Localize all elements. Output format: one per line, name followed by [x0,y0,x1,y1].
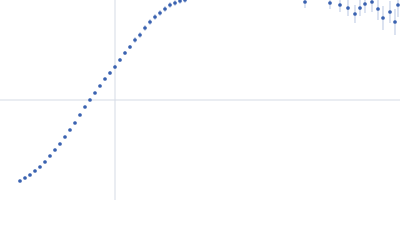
point [370,0,374,4]
point [103,77,107,81]
point [28,173,32,177]
point [376,7,380,11]
point [381,16,385,20]
point [88,98,92,102]
point [396,3,400,7]
point [113,65,117,69]
point [393,20,397,24]
point [33,169,37,173]
point [173,1,177,5]
point [128,45,132,49]
point [388,10,392,14]
point [358,6,362,10]
point [363,2,367,6]
point [78,113,82,117]
point [303,0,307,4]
point [53,148,57,152]
point [68,128,72,132]
point [63,135,67,139]
point [98,84,102,88]
point [118,58,122,62]
point [48,154,52,158]
point [183,0,187,2]
point [346,6,350,10]
chart [0,0,400,200]
point [23,176,27,180]
point [58,142,62,146]
point [168,3,172,7]
point [83,105,87,109]
point [153,15,157,19]
point [38,165,42,169]
point [133,38,137,42]
point [353,12,357,16]
point [73,121,77,125]
point [138,33,142,37]
point [178,0,182,3]
point [43,160,47,164]
point [148,20,152,24]
point [93,91,97,95]
point [123,51,127,55]
point [143,26,147,30]
point [18,179,22,183]
point [328,1,332,5]
point [108,71,112,75]
point [158,11,162,15]
point [163,7,167,11]
point [338,3,342,7]
